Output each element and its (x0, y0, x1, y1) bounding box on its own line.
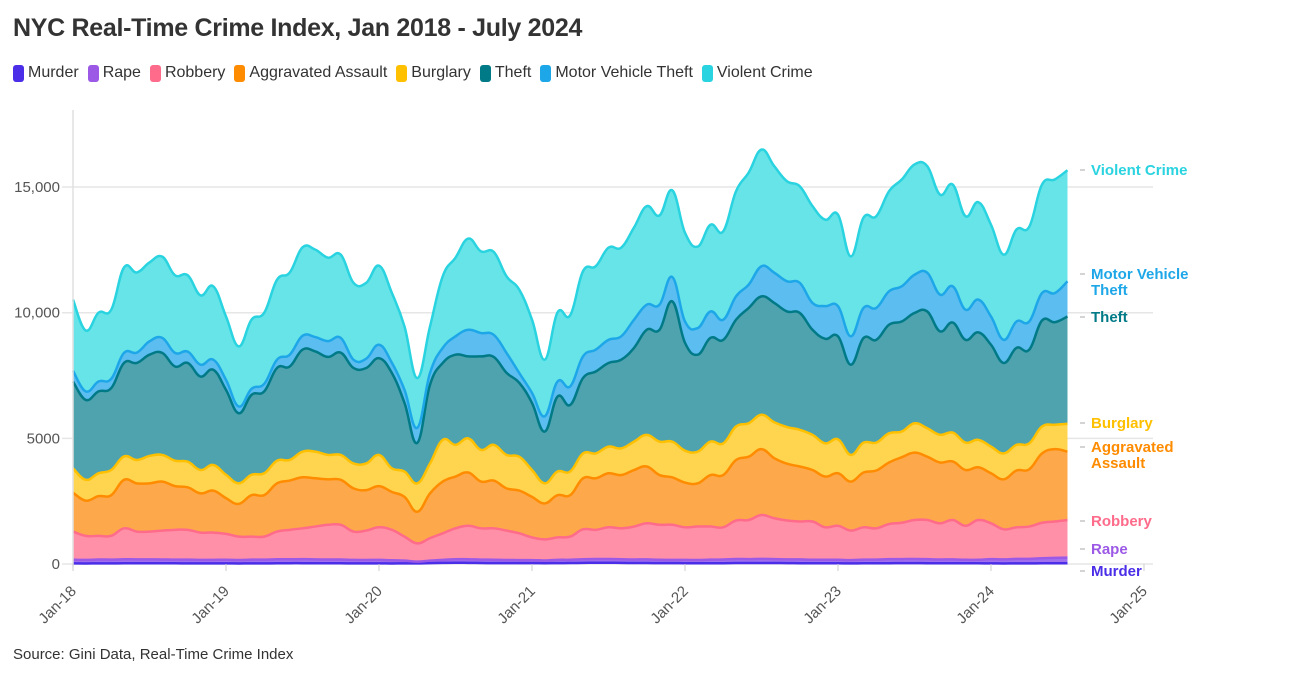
end-label-line: Assault (1091, 455, 1145, 472)
legend-item-murder[interactable]: Murder (13, 64, 79, 82)
legend-label: Theft (494, 64, 532, 81)
source-note: Source: Gini Data, Real-Time Crime Index (13, 646, 294, 663)
area-burglary (73, 414, 1068, 512)
legend-swatch (13, 64, 24, 82)
end-label-line: Aggravated (1091, 439, 1174, 456)
end-label-violent-crime: Violent Crime (1091, 162, 1187, 179)
y-tick-label: 10,000 (14, 305, 60, 322)
legend-label: Aggravated Assault (249, 64, 388, 81)
line-motor-vehicle-theft (71, 264, 1069, 430)
line-murder (72, 561, 1068, 565)
end-label-burglary: Burglary (1091, 415, 1153, 432)
end-label-aggravated-assault: Aggravated Assault (1091, 439, 1174, 472)
legend-swatch (149, 64, 161, 82)
legend-label: Violent Crime (716, 64, 813, 81)
end-label-line: Robbery (1091, 513, 1153, 530)
end-label-theft: Theft (1091, 309, 1128, 326)
end-label-line: Rape (1091, 541, 1128, 558)
y-tick-label: 5000 (27, 430, 60, 447)
legend-swatch (234, 64, 246, 82)
x-tick-label: Jan-23 (800, 583, 844, 627)
legend-item-burglary[interactable]: Burglary (396, 64, 471, 82)
area-motor-vehicle-theft (73, 265, 1068, 444)
line-burglary (72, 413, 1068, 485)
line-violent-crime (71, 148, 1069, 380)
end-label-motor-vehicle-theft: Motor Vehicle Theft (1091, 266, 1189, 299)
area-theft (73, 296, 1068, 484)
chart-title: NYC Real-Time Crime Index, Jan 2018 - Ju… (13, 14, 583, 42)
areas (73, 149, 1068, 564)
legend-item-robbery[interactable]: Robbery (149, 64, 226, 82)
legend-item-theft[interactable]: Theft (479, 64, 532, 82)
series-lines (71, 148, 1069, 565)
legend-item-motor-vehicle-theft[interactable]: Motor Vehicle Theft (540, 64, 693, 82)
x-tick-label: Jan-25 (1106, 583, 1150, 627)
y-tick-label: 0 (52, 556, 60, 573)
legend-item-rape[interactable]: Rape (87, 64, 141, 82)
x-tick-label: Jan-18 (35, 583, 79, 627)
end-label-murder: Murder (1091, 563, 1142, 580)
end-label-robbery: Robbery (1091, 513, 1153, 530)
x-tick-label: Jan-20 (341, 583, 385, 627)
legend-label: Motor Vehicle Theft (555, 64, 693, 81)
end-labels: Murder Rape Robbery Aggravated Assault Burgla… (1080, 162, 1189, 580)
x-tick-label: Jan-19 (188, 583, 232, 627)
legend-item-violent-crime[interactable]: Violent Crime (701, 64, 813, 82)
legend-item-aggravated-assault[interactable]: Aggravated Assault (234, 64, 387, 82)
x-tick-label: Jan-24 (953, 583, 997, 627)
legend-swatch (87, 64, 99, 82)
legend: Murder Rape Robbery Aggravated Assault Burgl… (13, 64, 813, 82)
x-tick-label: Jan-21 (494, 583, 538, 627)
end-label-line: Theft (1091, 282, 1128, 299)
y-tick-label: 15,000 (14, 179, 60, 196)
line-theft (71, 294, 1069, 445)
legend-swatch (701, 64, 713, 82)
line-rape (72, 556, 1068, 563)
legend-swatch (479, 64, 491, 82)
legend-swatch (396, 64, 408, 82)
area-violent-crime (73, 149, 1068, 429)
end-label-line: Burglary (1091, 415, 1153, 432)
legend-label: Murder (28, 64, 79, 81)
end-label-line: Murder (1091, 563, 1142, 580)
end-label-line: Theft (1091, 309, 1128, 326)
x-tick-label: Jan-22 (647, 583, 691, 627)
legend-swatch (540, 64, 552, 82)
legend-label: Rape (102, 64, 141, 81)
legend-label: Burglary (411, 64, 471, 81)
end-label-rape: Rape (1091, 541, 1128, 558)
legend-label: Robbery (164, 64, 226, 81)
line-robbery (72, 513, 1068, 545)
end-label-line: Motor Vehicle (1091, 266, 1189, 283)
line-aggravated-assault (72, 447, 1068, 513)
end-label-line: Violent Crime (1091, 162, 1187, 179)
